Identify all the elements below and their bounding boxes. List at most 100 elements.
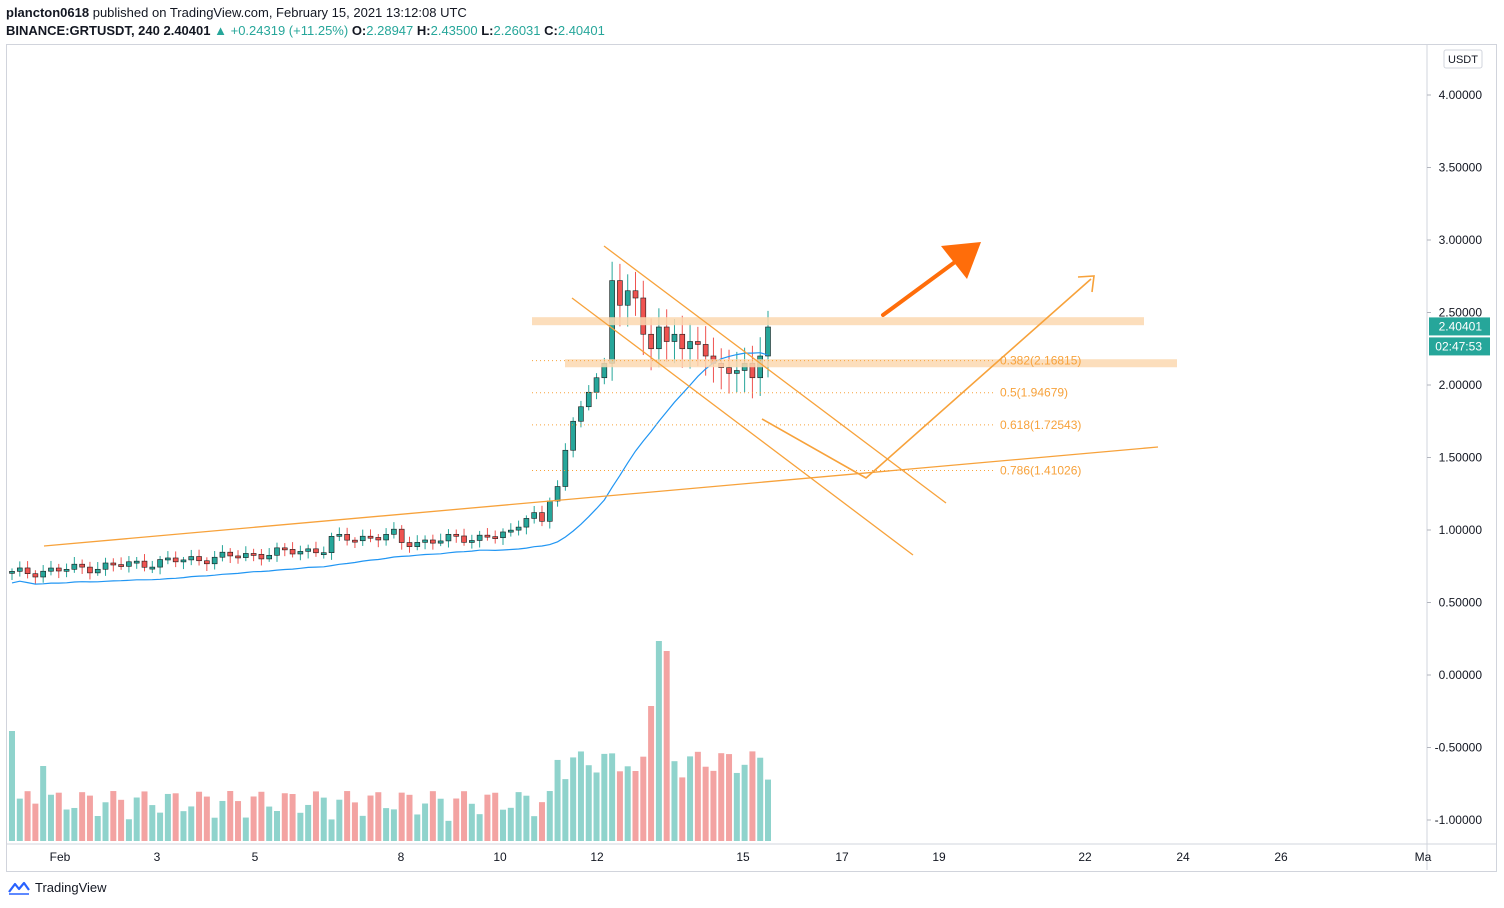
projection-arrowhead bbox=[1077, 275, 1095, 293]
candle-body bbox=[227, 551, 234, 557]
price-tick-label: 3.00000 bbox=[1439, 233, 1483, 247]
candle-body bbox=[328, 536, 335, 553]
volume-bar bbox=[476, 814, 483, 841]
fib-level-label: 0.382(2.16815) bbox=[1000, 354, 1081, 368]
volume-bar bbox=[515, 792, 522, 841]
candle-body bbox=[656, 326, 662, 350]
candle-body bbox=[469, 540, 475, 543]
candle-body bbox=[313, 548, 319, 554]
volume-bar bbox=[562, 779, 569, 841]
volume-bar bbox=[398, 792, 405, 841]
volume-bar bbox=[9, 731, 15, 841]
time-tick-label: 22 bbox=[1078, 850, 1092, 864]
candle-body bbox=[149, 566, 156, 570]
volume-bar bbox=[718, 753, 725, 841]
price-change: +0.24319 (+11.25%) bbox=[230, 23, 349, 38]
channel-upper-line bbox=[603, 245, 947, 504]
volume-bar bbox=[422, 803, 429, 841]
fib-level-label: 0.786(1.41026) bbox=[1000, 464, 1081, 478]
candle-body bbox=[16, 567, 23, 572]
volume-bar bbox=[289, 794, 296, 841]
candle-body bbox=[250, 553, 257, 556]
price-tick-label: 1.00000 bbox=[1439, 523, 1483, 537]
price-tick-label: -1.00000 bbox=[1435, 813, 1483, 827]
volume-bar bbox=[383, 808, 390, 841]
candle-body bbox=[71, 563, 78, 570]
projection-path bbox=[761, 278, 1092, 479]
time-tick-label: Feb bbox=[50, 850, 71, 864]
volume-bar bbox=[344, 791, 351, 841]
volume-bar bbox=[102, 802, 109, 841]
volume-bar bbox=[273, 811, 280, 841]
volume-bar bbox=[55, 792, 62, 841]
volume-bar bbox=[219, 800, 226, 841]
candle-body bbox=[165, 557, 171, 561]
candle-body bbox=[383, 534, 389, 541]
candle-body bbox=[531, 512, 537, 519]
low-label: L: bbox=[481, 23, 494, 38]
volume-bar bbox=[531, 816, 538, 841]
candle-body bbox=[765, 326, 771, 357]
bullish-arrow-shaft bbox=[881, 260, 957, 317]
fib-level-label: 0.618(1.72543) bbox=[1000, 418, 1081, 432]
candle-body bbox=[632, 290, 639, 299]
chart-frame bbox=[6, 44, 1497, 872]
volume-bar bbox=[196, 791, 203, 841]
candle-body bbox=[141, 560, 148, 568]
candle-body bbox=[196, 556, 202, 562]
drawings[interactable]: 0.382(2.16815) 0.5(1.94679) 0.618(1.72543)… bbox=[43, 242, 1177, 556]
tradingview-logo-icon bbox=[8, 881, 30, 895]
volume-bar bbox=[164, 793, 171, 841]
candle-body bbox=[500, 531, 506, 539]
volume-bar bbox=[601, 753, 608, 841]
time-tick-label: 3 bbox=[154, 850, 161, 864]
volume-bar bbox=[351, 802, 358, 841]
candle-body bbox=[578, 406, 584, 422]
close-value: 2.40401 bbox=[557, 23, 605, 38]
candle-body bbox=[624, 290, 631, 306]
volume-bar bbox=[492, 792, 499, 841]
candle-body bbox=[492, 536, 499, 539]
volume-bar bbox=[320, 797, 327, 841]
candle-body bbox=[55, 567, 62, 572]
volume-bar bbox=[180, 811, 187, 841]
candle-body bbox=[126, 561, 132, 567]
candle-body bbox=[172, 557, 179, 563]
candle-body bbox=[422, 539, 428, 543]
rising-trendline bbox=[43, 446, 1159, 547]
candle-body bbox=[398, 528, 405, 543]
volume-bar bbox=[624, 766, 631, 841]
volume-bar bbox=[172, 793, 179, 841]
candle-body bbox=[539, 512, 545, 522]
candle-body bbox=[585, 391, 592, 408]
price-tick-label: 2.50000 bbox=[1439, 306, 1483, 320]
author-name[interactable]: plancton0618 bbox=[6, 5, 90, 20]
volume-bar bbox=[437, 798, 444, 841]
candle-body bbox=[367, 535, 374, 539]
candle-body bbox=[243, 553, 249, 558]
volume-bar bbox=[94, 816, 101, 841]
volume-bar bbox=[312, 791, 319, 841]
candle-body bbox=[375, 537, 382, 541]
price-tick-label: 4.00000 bbox=[1439, 88, 1483, 102]
volume-bar bbox=[523, 795, 530, 841]
footer-brand[interactable]: TradingView bbox=[35, 880, 107, 895]
price-tick-label: 0.50000 bbox=[1439, 596, 1483, 610]
publish-line: plancton0618 published on TradingView.co… bbox=[6, 4, 605, 21]
volume-bar bbox=[461, 791, 468, 841]
price-tick-label: 3.50000 bbox=[1439, 161, 1483, 175]
candle-body bbox=[414, 542, 421, 547]
volume-bar bbox=[702, 766, 709, 841]
volume-bar bbox=[616, 771, 623, 841]
last-price-label: 2.40401 bbox=[1439, 319, 1483, 333]
volume-bar bbox=[687, 756, 694, 841]
candle-body bbox=[110, 562, 117, 566]
volume-bar bbox=[500, 809, 507, 841]
candle-body bbox=[726, 367, 732, 374]
time-tick-label: 17 bbox=[835, 850, 849, 864]
candle-body bbox=[157, 559, 163, 568]
volume-bar bbox=[133, 797, 140, 841]
candle-body bbox=[188, 556, 195, 561]
volume-bar bbox=[663, 651, 670, 841]
